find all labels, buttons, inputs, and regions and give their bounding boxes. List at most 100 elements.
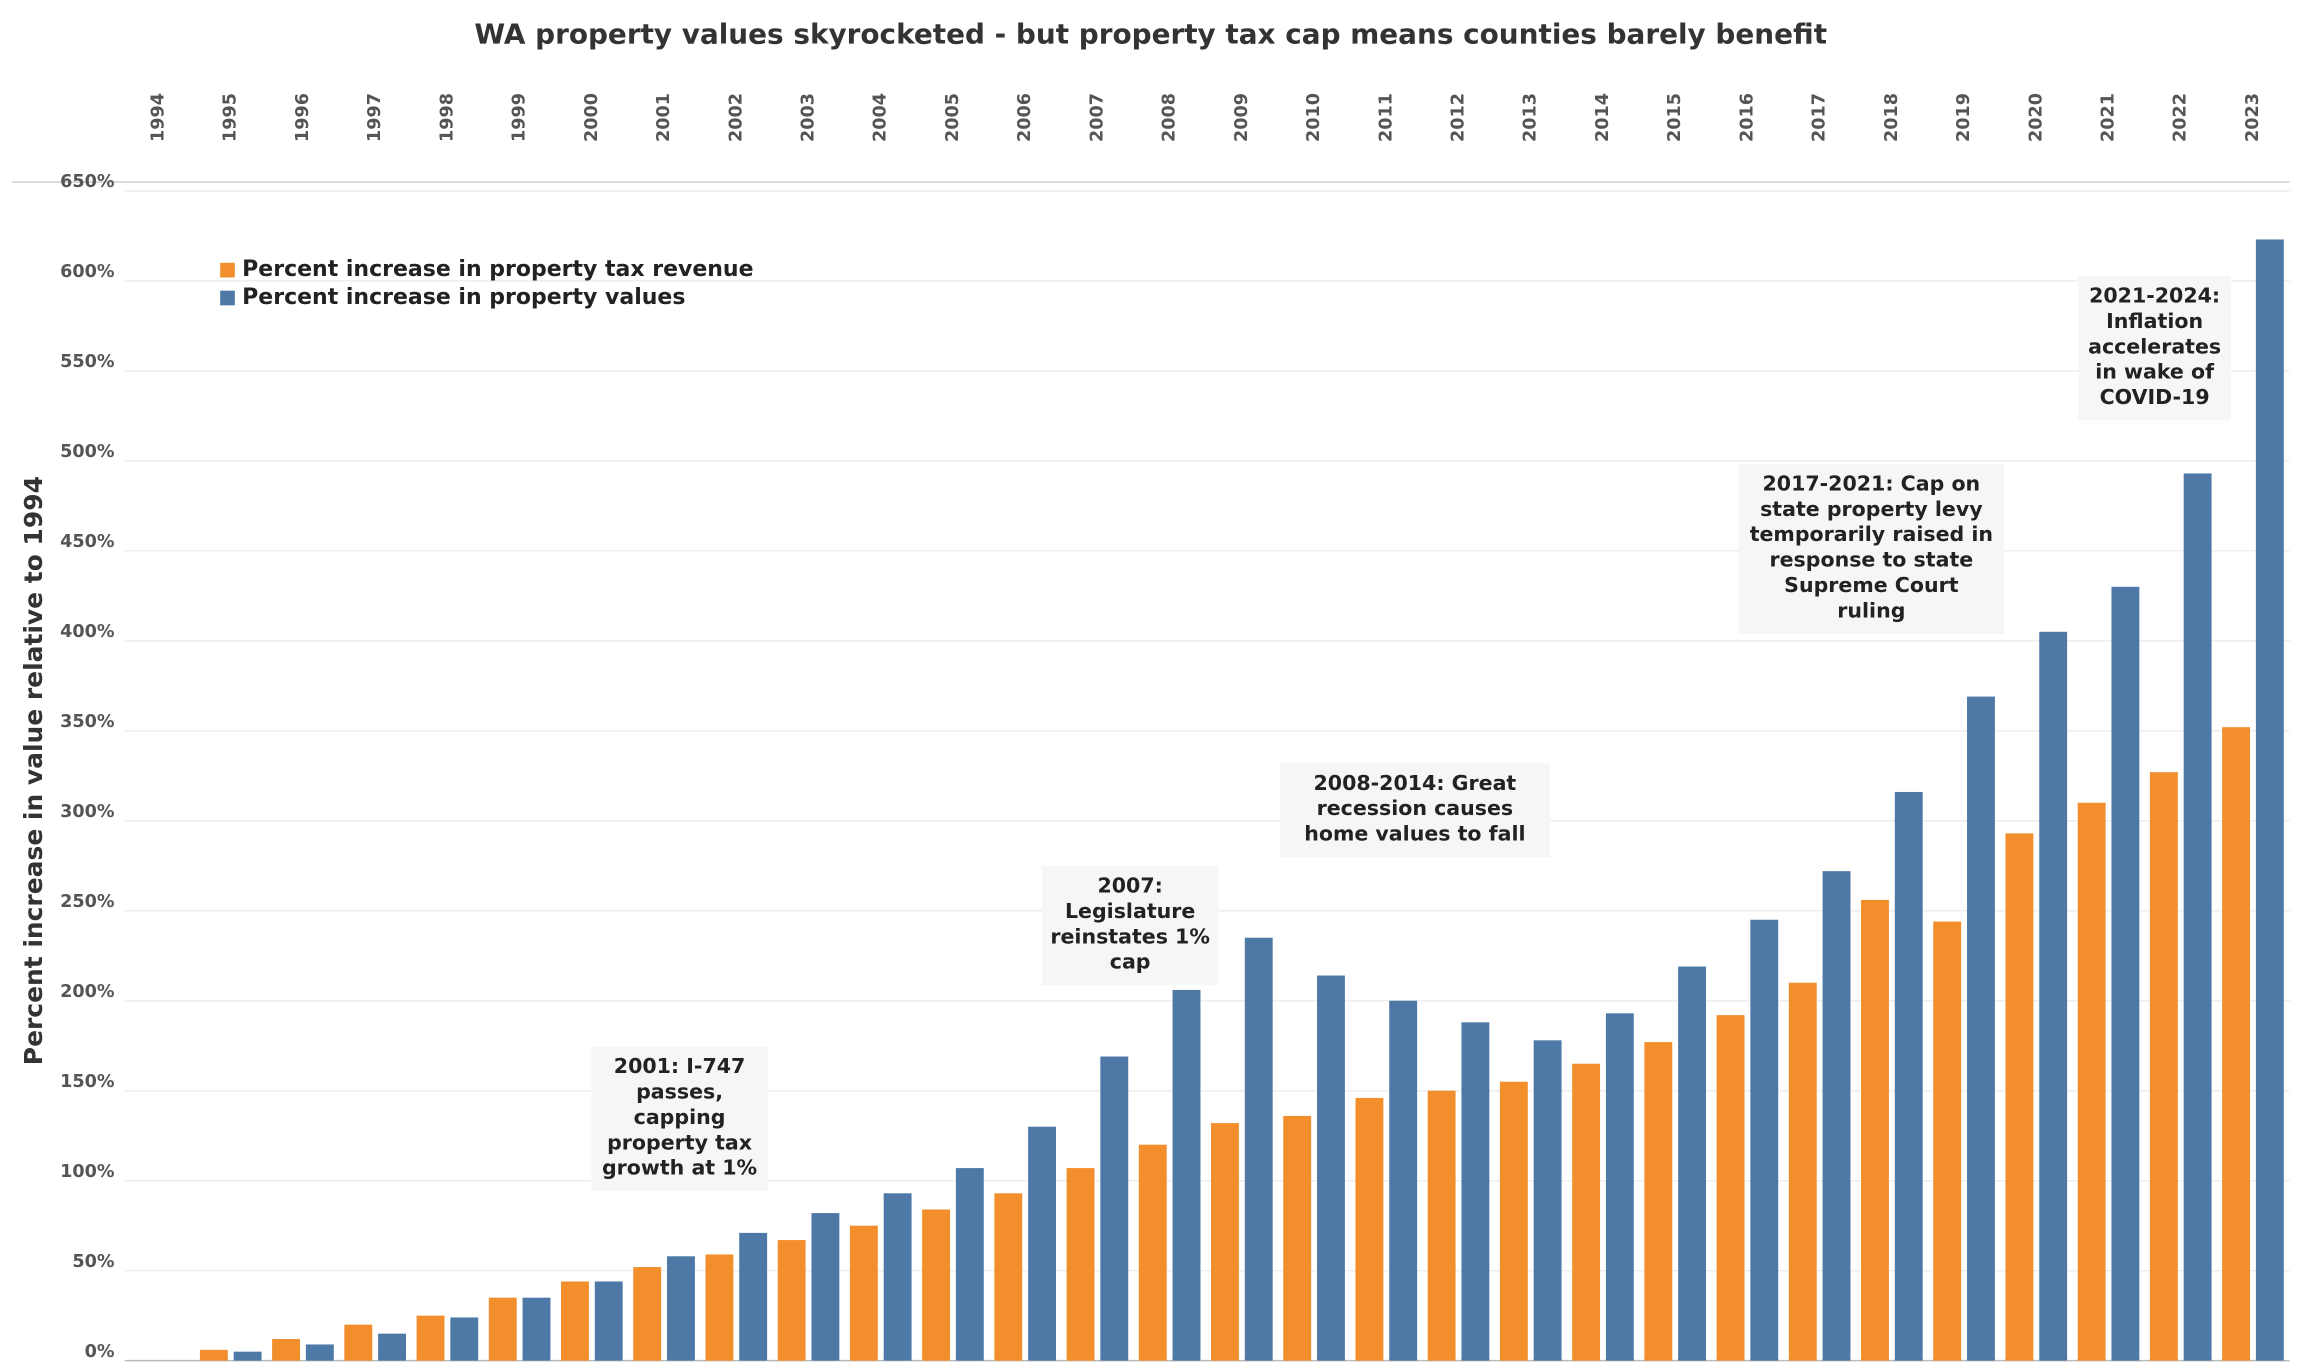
bar [1100, 1056, 1129, 1361]
bar [1861, 899, 1889, 1361]
y-tick-label: 450% [60, 532, 115, 552]
bar [1283, 1115, 1312, 1361]
x-tick-label: 2019 [1954, 93, 1974, 142]
x-tick-label: 2006 [1015, 93, 1035, 142]
annotation-text: property tax [607, 1130, 752, 1154]
annotation-text: 2007: [1097, 874, 1162, 898]
y-tick-label: 0% [85, 1342, 115, 1362]
x-tick-label: 2010 [1304, 93, 1324, 142]
annotation-box [1042, 866, 1219, 986]
annotation-text: response to state [1770, 548, 1974, 572]
bar [594, 1281, 623, 1361]
bar [1933, 921, 1962, 1361]
bar [2111, 586, 2140, 1361]
chart-title: WA property values skyrocketed - but pro… [474, 17, 1827, 50]
annotation-text: reinstates 1% [1050, 924, 1210, 948]
annotation-text: in wake of [2095, 360, 2215, 384]
y-tick-label: 500% [60, 442, 115, 462]
legend-swatch [220, 262, 235, 278]
bar [811, 1213, 840, 1361]
annotation-text: Inflation [2106, 309, 2203, 333]
y-tick-label: 300% [60, 802, 115, 822]
bar [199, 1349, 228, 1361]
x-tick-label: 2012 [1449, 93, 1469, 142]
annotation-box [2078, 276, 2231, 421]
bar [955, 1168, 984, 1361]
y-tick-label: 650% [60, 172, 115, 192]
bar [1572, 1063, 1601, 1361]
x-tick-label: 1996 [293, 93, 313, 142]
bar [1317, 975, 1345, 1361]
bar [2183, 473, 2212, 1361]
bar [1750, 919, 1779, 1361]
x-tick-label: 2018 [1882, 93, 1902, 142]
annotation-box [1738, 463, 2005, 634]
x-tick-label: 2001 [654, 93, 674, 142]
bar [2222, 727, 2251, 1361]
y-tick-label: 250% [60, 892, 115, 912]
x-tick-label: 2003 [799, 93, 819, 142]
y-tick-label: 350% [60, 712, 115, 732]
y-axis-label: Percent increase in value relative to 19… [19, 476, 48, 1065]
bar [1678, 966, 1707, 1361]
bar [344, 1324, 373, 1361]
bar [883, 1193, 912, 1361]
annotation-text: passes, [636, 1080, 723, 1104]
bar [1028, 1126, 1057, 1361]
annotation-text: 2017-2021: Cap on [1763, 471, 1981, 495]
bar [1138, 1144, 1167, 1361]
bar [272, 1339, 301, 1361]
bar [1172, 989, 1201, 1361]
legend-swatch [220, 290, 235, 306]
x-tick-label: 2004 [871, 93, 891, 142]
annotation-text: cap [1110, 950, 1151, 974]
bar [849, 1225, 878, 1361]
bar [1389, 1000, 1418, 1361]
bar [1533, 1040, 1562, 1361]
x-tick-label: 2023 [2243, 93, 2263, 142]
x-tick-label: 2020 [2026, 93, 2046, 142]
legend-label: Percent increase in property values [242, 285, 685, 310]
x-tick-label: 2016 [1737, 93, 1757, 142]
annotation-text: 2021-2024: [2089, 284, 2220, 308]
y-tick-label: 600% [60, 262, 115, 282]
annotation-text: capping [634, 1105, 726, 1129]
x-tick-label: 2000 [582, 93, 602, 142]
annotation-text: home values to fall [1304, 822, 1525, 846]
x-tick-label: 2009 [1232, 93, 1252, 142]
bar [2039, 631, 2068, 1361]
x-tick-label: 2011 [1376, 93, 1396, 142]
annotation-box [1279, 763, 1550, 858]
bar [1355, 1097, 1384, 1361]
x-tick-label: 1998 [437, 93, 457, 142]
y-tick-label: 550% [60, 352, 115, 372]
annotation-text: growth at 1% [602, 1156, 757, 1180]
x-tick-label: 2013 [1521, 93, 1541, 142]
bar [1788, 982, 1817, 1361]
bar [994, 1193, 1023, 1361]
bar [1499, 1081, 1528, 1361]
y-tick-label: 150% [60, 1072, 115, 1092]
x-tick-label: 1999 [510, 93, 530, 142]
bar [667, 1256, 695, 1361]
x-tick-label: 2002 [726, 93, 746, 142]
x-tick-label: 2007 [1087, 93, 1107, 142]
bar [777, 1240, 806, 1361]
y-tick-label: 200% [60, 982, 115, 1002]
annotation-text: Supreme Court [1784, 573, 1959, 597]
bar [561, 1281, 589, 1361]
bar [1605, 1013, 1634, 1361]
annotation-text: Legislature [1065, 899, 1195, 923]
x-tick-label: 1997 [365, 93, 385, 142]
bar [633, 1267, 662, 1361]
annotation-text: 2001: I-747 [614, 1054, 746, 1078]
bar [1967, 696, 1995, 1361]
bar [305, 1344, 334, 1361]
bar [416, 1315, 445, 1361]
y-tick-label: 50% [72, 1252, 115, 1272]
bar [233, 1351, 262, 1361]
bar [1716, 1015, 1745, 1361]
bar [1066, 1168, 1095, 1361]
bar [1644, 1042, 1673, 1361]
